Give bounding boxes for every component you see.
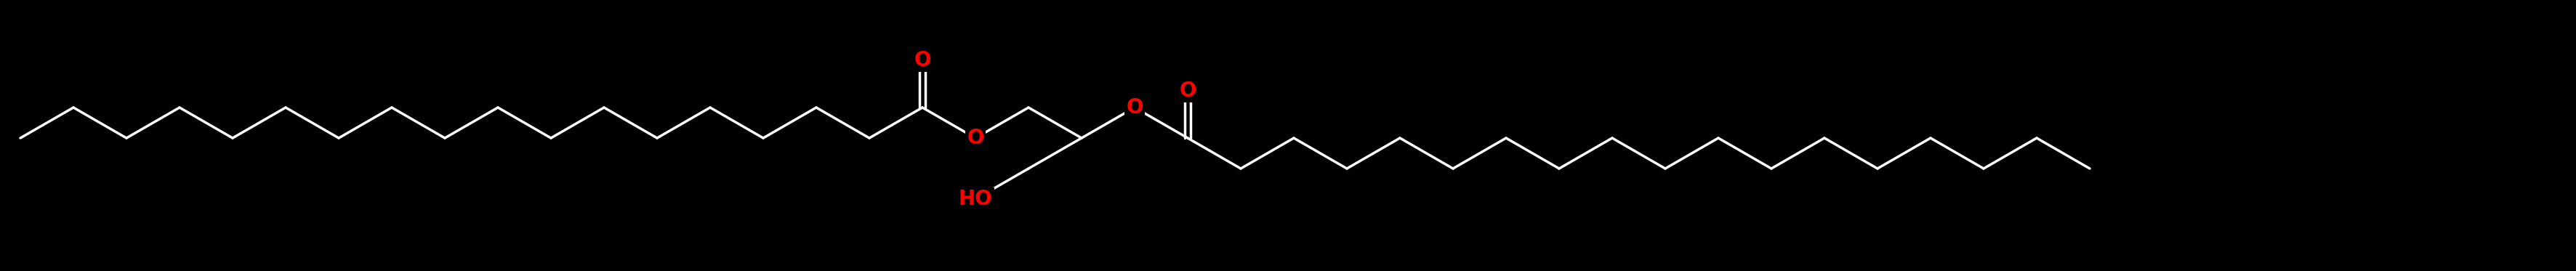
Text: HO: HO [958, 189, 992, 209]
Text: O: O [966, 128, 984, 148]
Text: O: O [1126, 97, 1144, 118]
Text: O: O [1180, 81, 1195, 101]
Text: O: O [914, 50, 930, 70]
